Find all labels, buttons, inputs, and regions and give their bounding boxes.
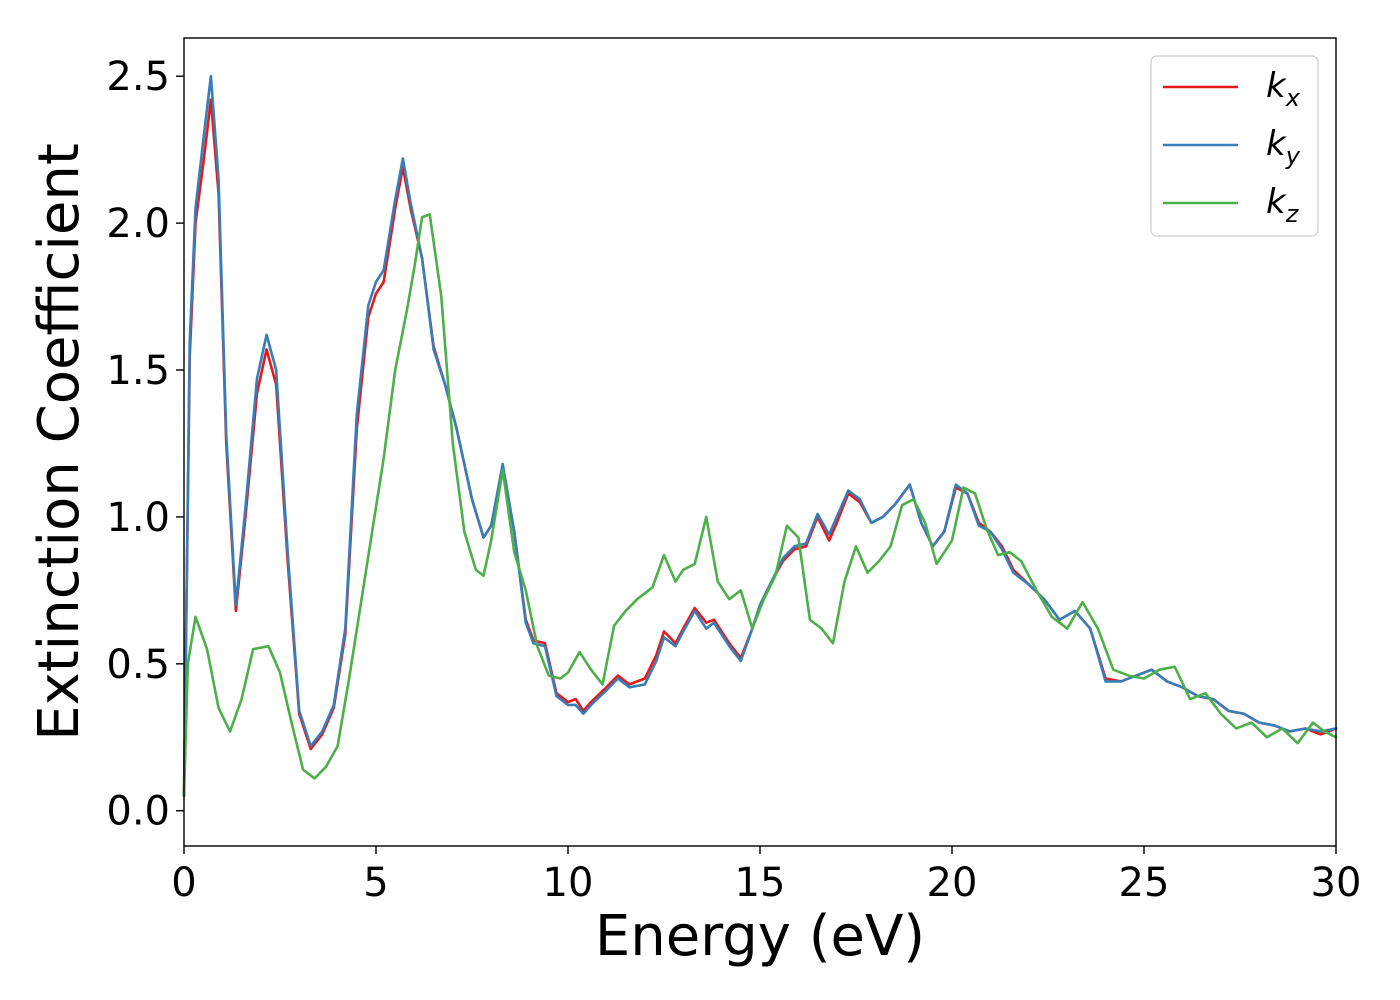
x-tick-label: 5	[363, 860, 388, 906]
y-tick-label: 1.0	[106, 495, 170, 541]
y-tick-label: 2.0	[106, 201, 170, 247]
series-line-kz	[182, 212, 1338, 798]
y-axis: 0.0 0.5 1.0 1.5 2.0 2.5	[106, 54, 184, 835]
x-axis: 0 5 10 15 20 25 30	[171, 846, 1361, 906]
y-axis-title: Extinction Coefficient	[27, 143, 92, 741]
y-tick-label: 0.5	[106, 642, 170, 688]
x-axis-title: Energy (eV)	[595, 904, 925, 969]
plot-lines	[182, 74, 1338, 798]
y-tick-label: 2.5	[106, 54, 170, 100]
x-tick-label: 0	[171, 860, 196, 906]
x-tick-label: 10	[543, 860, 594, 906]
x-tick-label: 30	[1311, 860, 1362, 906]
x-tick-label: 20	[927, 860, 978, 906]
y-tick-label: 0.0	[106, 789, 170, 835]
y-tick-label: 1.5	[106, 348, 170, 394]
x-tick-label: 25	[1119, 860, 1170, 906]
x-tick-label: 15	[735, 860, 786, 906]
series-line-ky	[182, 74, 1338, 798]
